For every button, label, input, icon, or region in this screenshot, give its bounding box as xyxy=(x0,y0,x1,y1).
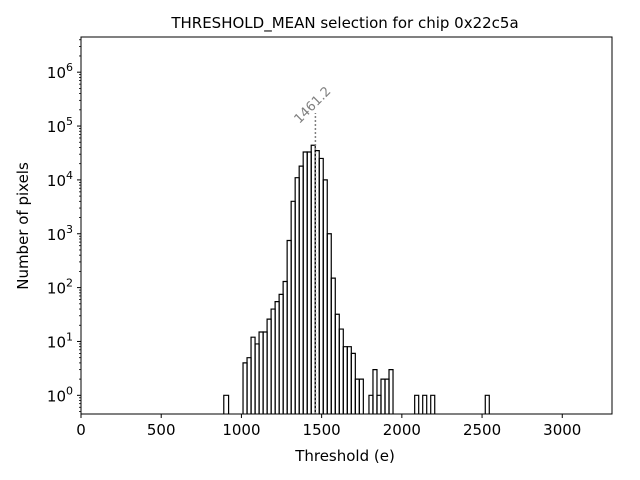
histogram-bin xyxy=(302,151,308,414)
histogram-bin xyxy=(330,277,336,414)
histogram-bin xyxy=(306,151,312,414)
mean-marker-label: 1461.2 xyxy=(292,84,335,127)
histogram-bin xyxy=(310,144,316,414)
histogram-bin xyxy=(298,165,304,414)
histogram-bin xyxy=(282,280,288,414)
y-tick-label: 105 xyxy=(47,115,73,136)
histogram-bin xyxy=(294,177,300,414)
x-tick-label: 1000 xyxy=(222,421,260,439)
plot-area: 1461.2 0 500 1000 1500 2000 2500 3000 100 101 102 1… xyxy=(47,36,613,439)
histogram-bin xyxy=(354,378,360,414)
y-tick-label: 106 xyxy=(47,61,73,82)
histogram-bin xyxy=(262,331,268,414)
x-tick-label: 1500 xyxy=(303,421,341,439)
histogram-bin xyxy=(223,394,230,414)
histogram-bin xyxy=(242,362,248,414)
histogram-bin xyxy=(346,346,352,414)
y-tick-label: 104 xyxy=(47,169,73,190)
histogram-bin xyxy=(414,394,420,414)
histogram-bin xyxy=(384,378,390,414)
histogram-bin xyxy=(314,149,320,414)
y-axis-label: Number of pixels xyxy=(14,162,32,290)
histogram-bin xyxy=(258,331,264,414)
histogram-bin xyxy=(326,233,332,414)
x-axis-label: Threshold (e) xyxy=(294,447,395,465)
y-tick-label: 102 xyxy=(47,277,73,298)
y-tick-label: 101 xyxy=(47,330,73,351)
x-tick-label: 2500 xyxy=(463,421,501,439)
chart-title: THRESHOLD_MEAN selection for chip 0x22c5… xyxy=(170,14,518,33)
histogram-bin xyxy=(270,308,276,414)
histogram-bin xyxy=(286,239,292,414)
histogram-bin xyxy=(484,394,490,414)
histogram-bin xyxy=(322,179,328,414)
histogram-bin xyxy=(338,328,344,414)
histogram-bin xyxy=(274,300,280,414)
histogram-bin xyxy=(278,293,284,414)
histogram-bin xyxy=(422,394,428,414)
histogram-bin xyxy=(368,394,374,414)
histogram-bin xyxy=(318,157,324,414)
histogram-bin xyxy=(290,200,296,414)
x-tick-label: 500 xyxy=(147,421,176,439)
histogram-bin xyxy=(358,378,364,414)
histogram-bin xyxy=(388,369,394,414)
y-tick-label: 100 xyxy=(47,384,73,405)
x-tick-label: 3000 xyxy=(543,421,581,439)
histogram-bin xyxy=(266,318,272,414)
x-tick-label: 2000 xyxy=(383,421,421,439)
x-tick-label: 0 xyxy=(76,421,86,439)
plot-frame xyxy=(80,36,613,415)
histogram-bin xyxy=(430,394,436,414)
histogram-bin xyxy=(350,352,356,414)
histogram-bin xyxy=(334,313,340,414)
histogram-bin xyxy=(342,346,348,414)
histogram-bin xyxy=(380,378,386,414)
histogram-bin xyxy=(254,343,260,414)
histogram-bin xyxy=(376,394,382,414)
y-tick-label: 103 xyxy=(47,223,73,244)
histogram-bin xyxy=(250,336,256,414)
histogram-bin xyxy=(372,369,378,414)
histogram-bin xyxy=(246,357,252,414)
